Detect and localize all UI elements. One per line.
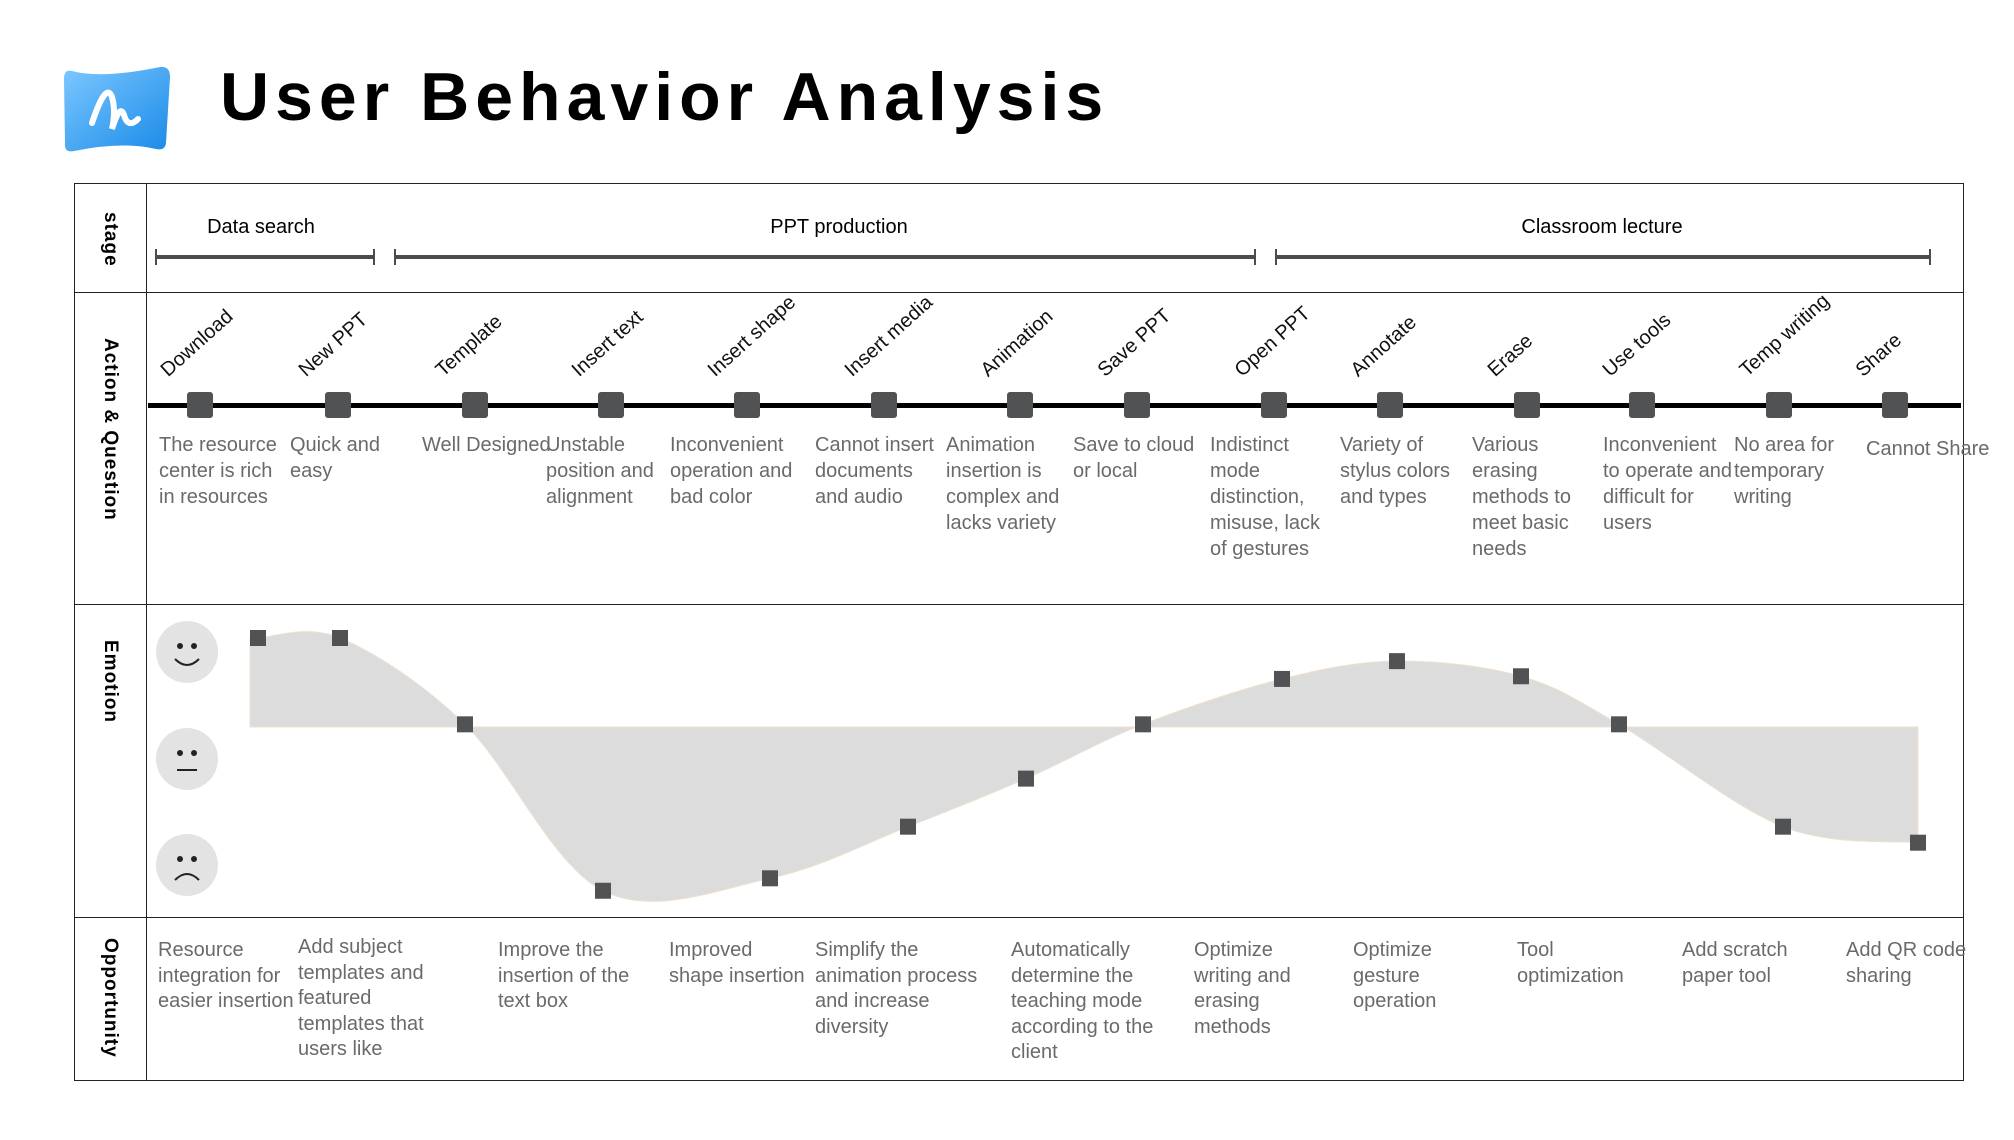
action-marker (325, 392, 351, 418)
emotion-area (249, 631, 1919, 902)
row-divider (74, 292, 1964, 293)
happy-face-icon (156, 621, 218, 683)
stage-bracket (1275, 249, 1931, 265)
row-label-opportunity: Opportunity (100, 938, 121, 1058)
row-divider (74, 917, 1964, 918)
opportunity-text: Improved shape insertion (669, 939, 805, 987)
question-text: Quick and easy (290, 434, 381, 482)
opportunity-text: Add subject templates and featured templ… (298, 936, 424, 1060)
action-marker (1766, 392, 1792, 418)
emotion-point (595, 882, 611, 899)
emotion-point (1910, 834, 1926, 851)
action-marker (462, 392, 488, 418)
action-marker (598, 392, 624, 418)
action-marker (1514, 392, 1540, 418)
page-title: User Behavior Analysis (220, 59, 1110, 135)
action-marker (871, 392, 897, 418)
action-marker (1007, 392, 1033, 418)
question-text: The resource center is rich in resources (159, 434, 277, 508)
question-text: Variety of stylus colors and types (1340, 434, 1451, 508)
emotion-point (762, 870, 778, 887)
opportunity-text: Resource integration for easier insertio… (158, 939, 294, 1012)
action-timeline (148, 403, 1961, 408)
emotion-point (332, 630, 348, 646)
action-marker (1629, 392, 1655, 418)
emotion-point (1775, 818, 1791, 835)
opportunity-text: Optimize gesture operation (1353, 939, 1437, 1012)
opportunity-text: Add QR code sharing (1846, 939, 1967, 987)
row-label-action: Action & Question (100, 338, 121, 521)
opportunity-text: Tool optimization (1517, 939, 1624, 987)
question-text: Inconvenient to operate and difficult fo… (1603, 434, 1732, 534)
row-label-emotion: Emotion (100, 640, 121, 723)
question-text: Save to cloud or local (1073, 434, 1195, 482)
sad-face-icon (156, 834, 218, 896)
neutral-face-icon (156, 728, 218, 790)
question-text: Various erasing methods to meet basic ne… (1472, 434, 1571, 560)
emotion-point (1018, 770, 1034, 787)
stage-label: PPT production (770, 216, 908, 238)
question-text: Animation insertion is complex and lacks… (946, 434, 1060, 534)
journey-map-table (74, 183, 1964, 1081)
stage-bracket (394, 249, 1256, 265)
label-column-divider (146, 183, 147, 1081)
question-text: Indistinct mode distinction, misuse, lac… (1210, 434, 1321, 560)
stage-bracket (155, 249, 375, 265)
action-marker (1124, 392, 1150, 418)
stage-label: Classroom lecture (1521, 216, 1683, 238)
row-label-stage: stage (100, 212, 121, 267)
emotion-point (900, 818, 916, 835)
emotion-point (250, 630, 266, 646)
opportunity-text: Add scratch paper tool (1682, 939, 1788, 987)
action-marker (1882, 392, 1908, 418)
emotion-point (1274, 670, 1290, 687)
action-marker (187, 392, 213, 418)
question-text: Well Designed (422, 434, 551, 456)
action-marker (1261, 392, 1287, 418)
emotion-point (1135, 716, 1151, 733)
action-marker (734, 392, 760, 418)
opportunity-text: Automatically determine the teaching mod… (1011, 939, 1154, 1063)
row-divider (74, 604, 1964, 605)
question-text: Cannot Share (1866, 438, 1990, 460)
question-text: Cannot insert documents and audio (815, 434, 934, 508)
question-text: Unstable position and alignment (546, 434, 654, 508)
emotion-point (1513, 668, 1529, 685)
opportunity-text: Simplify the animation process and incre… (815, 939, 978, 1038)
question-text: No area for temporary writing (1734, 434, 1835, 508)
action-marker (1377, 392, 1403, 418)
opportunity-text: Optimize writing and erasing methods (1194, 939, 1291, 1038)
emotion-point (1611, 716, 1627, 733)
opportunity-text: Improve the insertion of the text box (498, 939, 630, 1012)
emotion-point (1389, 653, 1405, 670)
question-text: Inconvenient operation and bad color (670, 434, 793, 508)
app-logo-icon (64, 66, 170, 152)
emotion-point (457, 716, 473, 733)
stage-label: Data search (207, 216, 315, 238)
